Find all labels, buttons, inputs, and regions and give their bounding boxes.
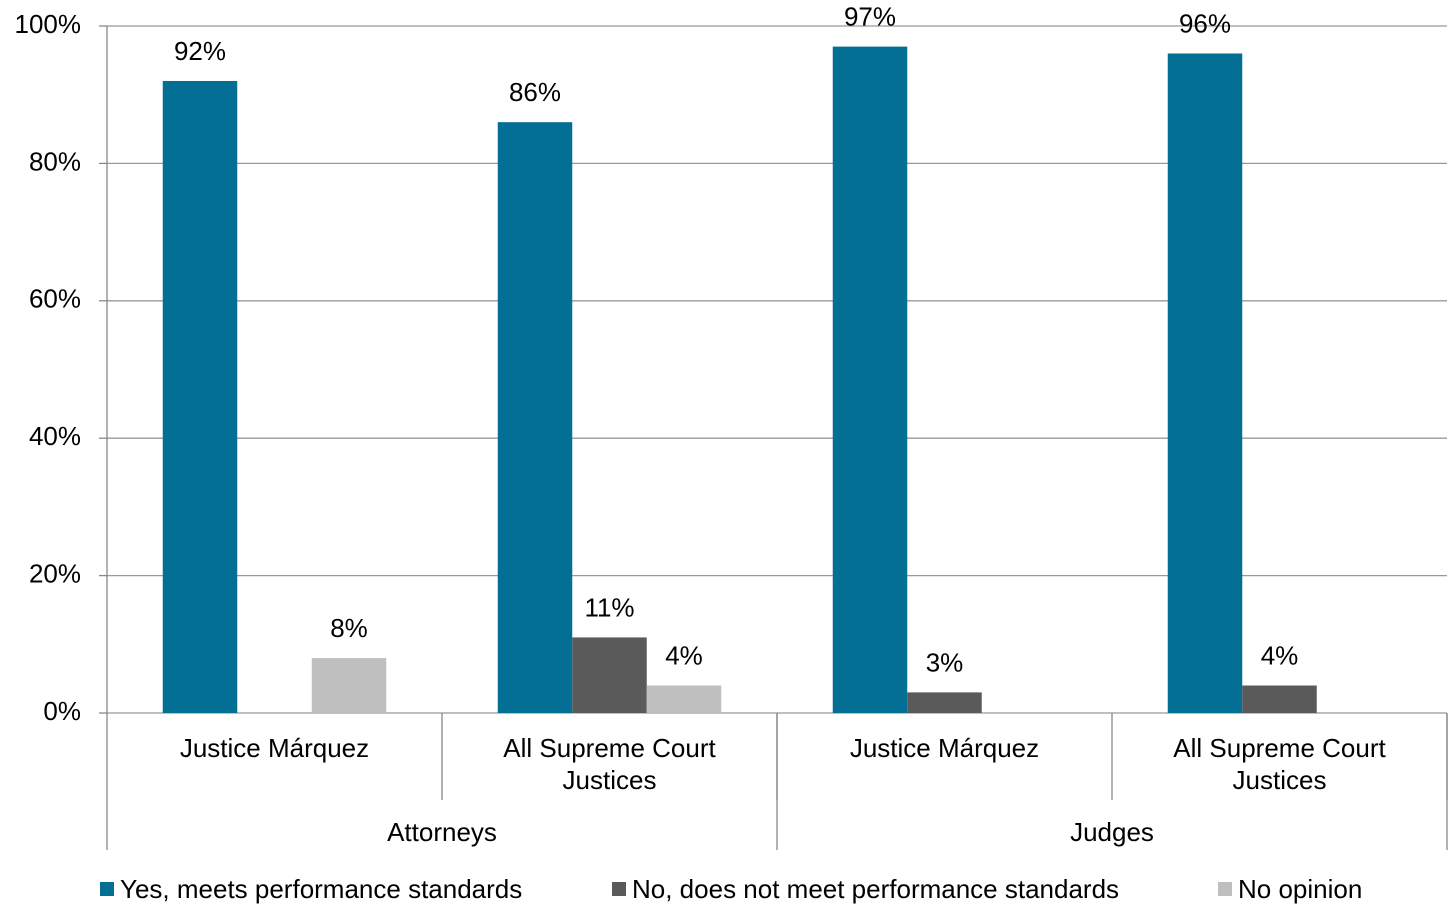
y-tick-label: 60% — [29, 284, 81, 314]
legend-label: No opinion — [1238, 874, 1363, 904]
data-label: 4% — [665, 640, 703, 670]
y-tick-label: 0% — [43, 696, 81, 726]
bar — [497, 122, 573, 714]
legend-swatch — [1218, 882, 1232, 896]
data-label: 4% — [1261, 640, 1299, 670]
x-tick-label: Justice Márquez — [849, 733, 1040, 763]
bar — [311, 658, 387, 713]
y-tick-label: 100% — [15, 9, 82, 39]
bar — [1167, 53, 1243, 714]
x-tick-label: All Supreme Court Justices — [503, 733, 716, 795]
bar — [832, 46, 908, 714]
legend-item: No, does not meet performance standards — [612, 873, 1119, 905]
data-label: 92% — [174, 36, 226, 66]
legend-swatch — [100, 882, 114, 896]
x-tick-label: All Supreme Court Justices — [1173, 733, 1386, 795]
group-label: Judges — [1070, 817, 1154, 847]
data-label: 97% — [844, 1, 896, 31]
x-tick-label: Justice Márquez — [179, 733, 370, 763]
legend-item: No opinion — [1218, 873, 1362, 905]
legend-swatch — [612, 882, 626, 896]
data-label: 11% — [584, 592, 634, 622]
data-label: 3% — [926, 647, 964, 677]
y-tick-label: 80% — [29, 146, 81, 176]
y-tick-label: 40% — [29, 421, 81, 451]
data-label: 8% — [330, 613, 368, 643]
bar — [646, 685, 722, 713]
bar — [1242, 685, 1317, 713]
bar — [162, 80, 238, 713]
legend-item: Yes, meets performance standards — [100, 873, 522, 905]
data-label: 96% — [1179, 8, 1231, 38]
y-tick-label: 20% — [29, 558, 81, 588]
bar — [572, 637, 647, 713]
legend-label: Yes, meets performance standards — [120, 874, 523, 904]
bar — [907, 692, 982, 713]
data-label: 86% — [509, 77, 561, 107]
legend-label: No, does not meet performance standards — [632, 874, 1120, 904]
group-label: Attorneys — [387, 817, 497, 847]
